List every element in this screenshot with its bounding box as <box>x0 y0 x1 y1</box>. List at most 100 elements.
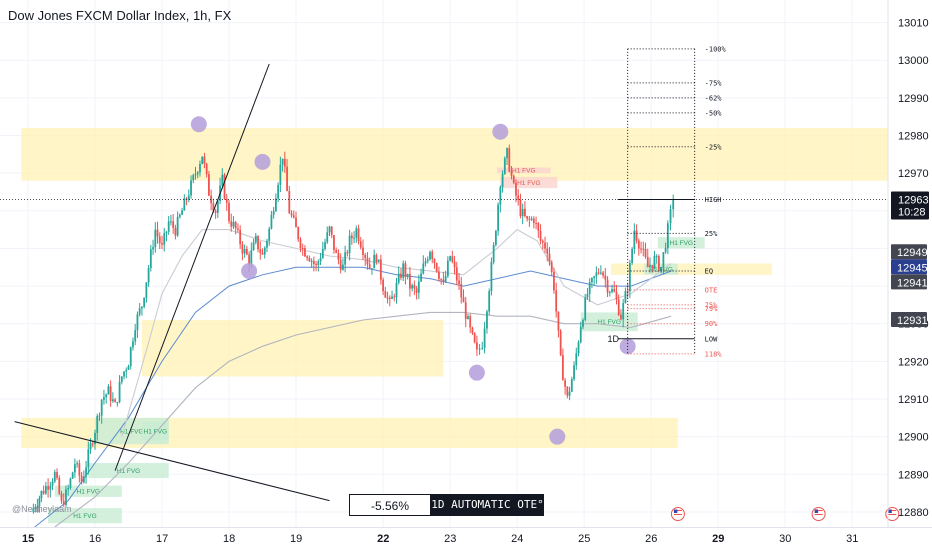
candle-body <box>377 259 380 263</box>
candle-body <box>535 223 537 225</box>
swing-point-marker <box>549 428 566 445</box>
fvg-box: H1 FVG <box>657 237 705 249</box>
candle-body <box>74 464 76 473</box>
candle-body <box>243 249 246 254</box>
event-icon-canton <box>814 509 819 513</box>
candle-body <box>597 272 600 274</box>
chart-title: Dow Jones FXCM Dollar Index, 1h, FX <box>8 8 232 23</box>
candle-body <box>277 184 280 199</box>
candle-body <box>449 256 451 261</box>
candle-body <box>34 507 37 509</box>
candle-body <box>415 288 418 293</box>
price-label-tag <box>891 311 927 327</box>
candle-body <box>435 263 438 272</box>
candle-body <box>40 491 43 499</box>
candle-body <box>141 306 143 309</box>
fvg-label: H1 FVG <box>77 489 100 496</box>
event-icon-stripe <box>814 512 823 513</box>
candle-body <box>149 249 152 269</box>
candle-body <box>633 230 636 249</box>
candle-body <box>292 215 295 218</box>
watermark: @Nepheylaam <box>12 504 72 514</box>
ote-level-label: 79% <box>705 305 718 313</box>
candle-body <box>62 500 65 505</box>
moving-average-blue <box>34 266 672 528</box>
x-tick-label: 30 <box>779 533 791 545</box>
candle-body <box>163 233 166 245</box>
candles <box>32 144 675 513</box>
candle-body <box>96 415 99 433</box>
swing-point-marker <box>492 123 509 140</box>
ote-level-label: HIGH <box>705 196 722 204</box>
candle-body <box>38 498 41 507</box>
candle-body <box>170 221 172 223</box>
candle-body <box>420 273 422 282</box>
event-icon-stripe <box>673 516 682 517</box>
fvg-rect <box>88 463 169 479</box>
candle-body <box>357 228 360 242</box>
candle-body <box>467 316 469 320</box>
fvg-box: H1 FVG <box>580 312 638 332</box>
candle-body <box>232 222 235 227</box>
y-tick-label: 12970 <box>898 168 929 180</box>
candle-body <box>82 476 85 483</box>
candle-body <box>355 228 358 238</box>
candle-body <box>105 394 108 398</box>
candle-body <box>350 235 353 239</box>
fvg-label: H1 FVG <box>517 180 540 187</box>
fvg-label: H1 FVG <box>117 468 140 475</box>
candle-body <box>517 195 520 200</box>
candle-body <box>362 247 364 255</box>
x-tick-label: 31 <box>846 533 858 545</box>
candle-body <box>486 311 488 329</box>
candle-body <box>263 247 266 255</box>
candle-body <box>234 222 237 229</box>
y-tick-label: 13010 <box>898 18 929 30</box>
candle-body <box>521 208 524 217</box>
candle-body <box>127 366 130 370</box>
candle-body <box>228 202 230 222</box>
fvg-label: H1 FVG <box>597 319 620 326</box>
candle-body <box>561 355 564 381</box>
candle-body <box>337 253 340 260</box>
candle-body <box>453 261 456 268</box>
candle-body <box>91 443 94 445</box>
swing-point-marker <box>254 153 271 170</box>
y-tick-label: 12990 <box>898 93 929 105</box>
x-tick-label: 23 <box>444 533 456 545</box>
candle-body <box>553 271 555 291</box>
candle-body <box>87 449 90 468</box>
candle-body <box>299 239 302 249</box>
candle-body <box>622 303 625 320</box>
candle-body <box>326 232 329 243</box>
candle-body <box>297 227 300 240</box>
candle-body <box>371 268 373 270</box>
candle-body <box>586 293 589 298</box>
ote-level-label: 75% <box>705 301 718 309</box>
supply-demand-zone <box>141 319 444 377</box>
candle-body <box>123 371 125 377</box>
event-icon-stripe <box>673 510 682 511</box>
fvg-rect <box>141 421 169 441</box>
candle-body <box>526 215 529 219</box>
candle-body <box>333 235 335 251</box>
moving-average-grey <box>54 311 672 528</box>
candle-body <box>49 485 52 490</box>
candle-body <box>192 175 195 181</box>
candle-body <box>503 158 506 174</box>
candle-body <box>617 299 620 315</box>
candle-body <box>138 308 141 315</box>
candle-body <box>120 376 123 383</box>
candle-body <box>386 297 389 299</box>
candle-body <box>501 173 504 188</box>
candle-body <box>404 263 407 277</box>
ote-label-box: 1D AUTOMATIC OTE° <box>431 494 544 516</box>
candle-body <box>620 314 622 320</box>
candle-body <box>384 291 387 298</box>
event-icon-stripe <box>673 514 682 515</box>
y-tick-label: 12980 <box>898 131 929 143</box>
candle-body <box>210 195 213 204</box>
candle-body <box>473 333 476 343</box>
candle-body <box>100 399 103 416</box>
